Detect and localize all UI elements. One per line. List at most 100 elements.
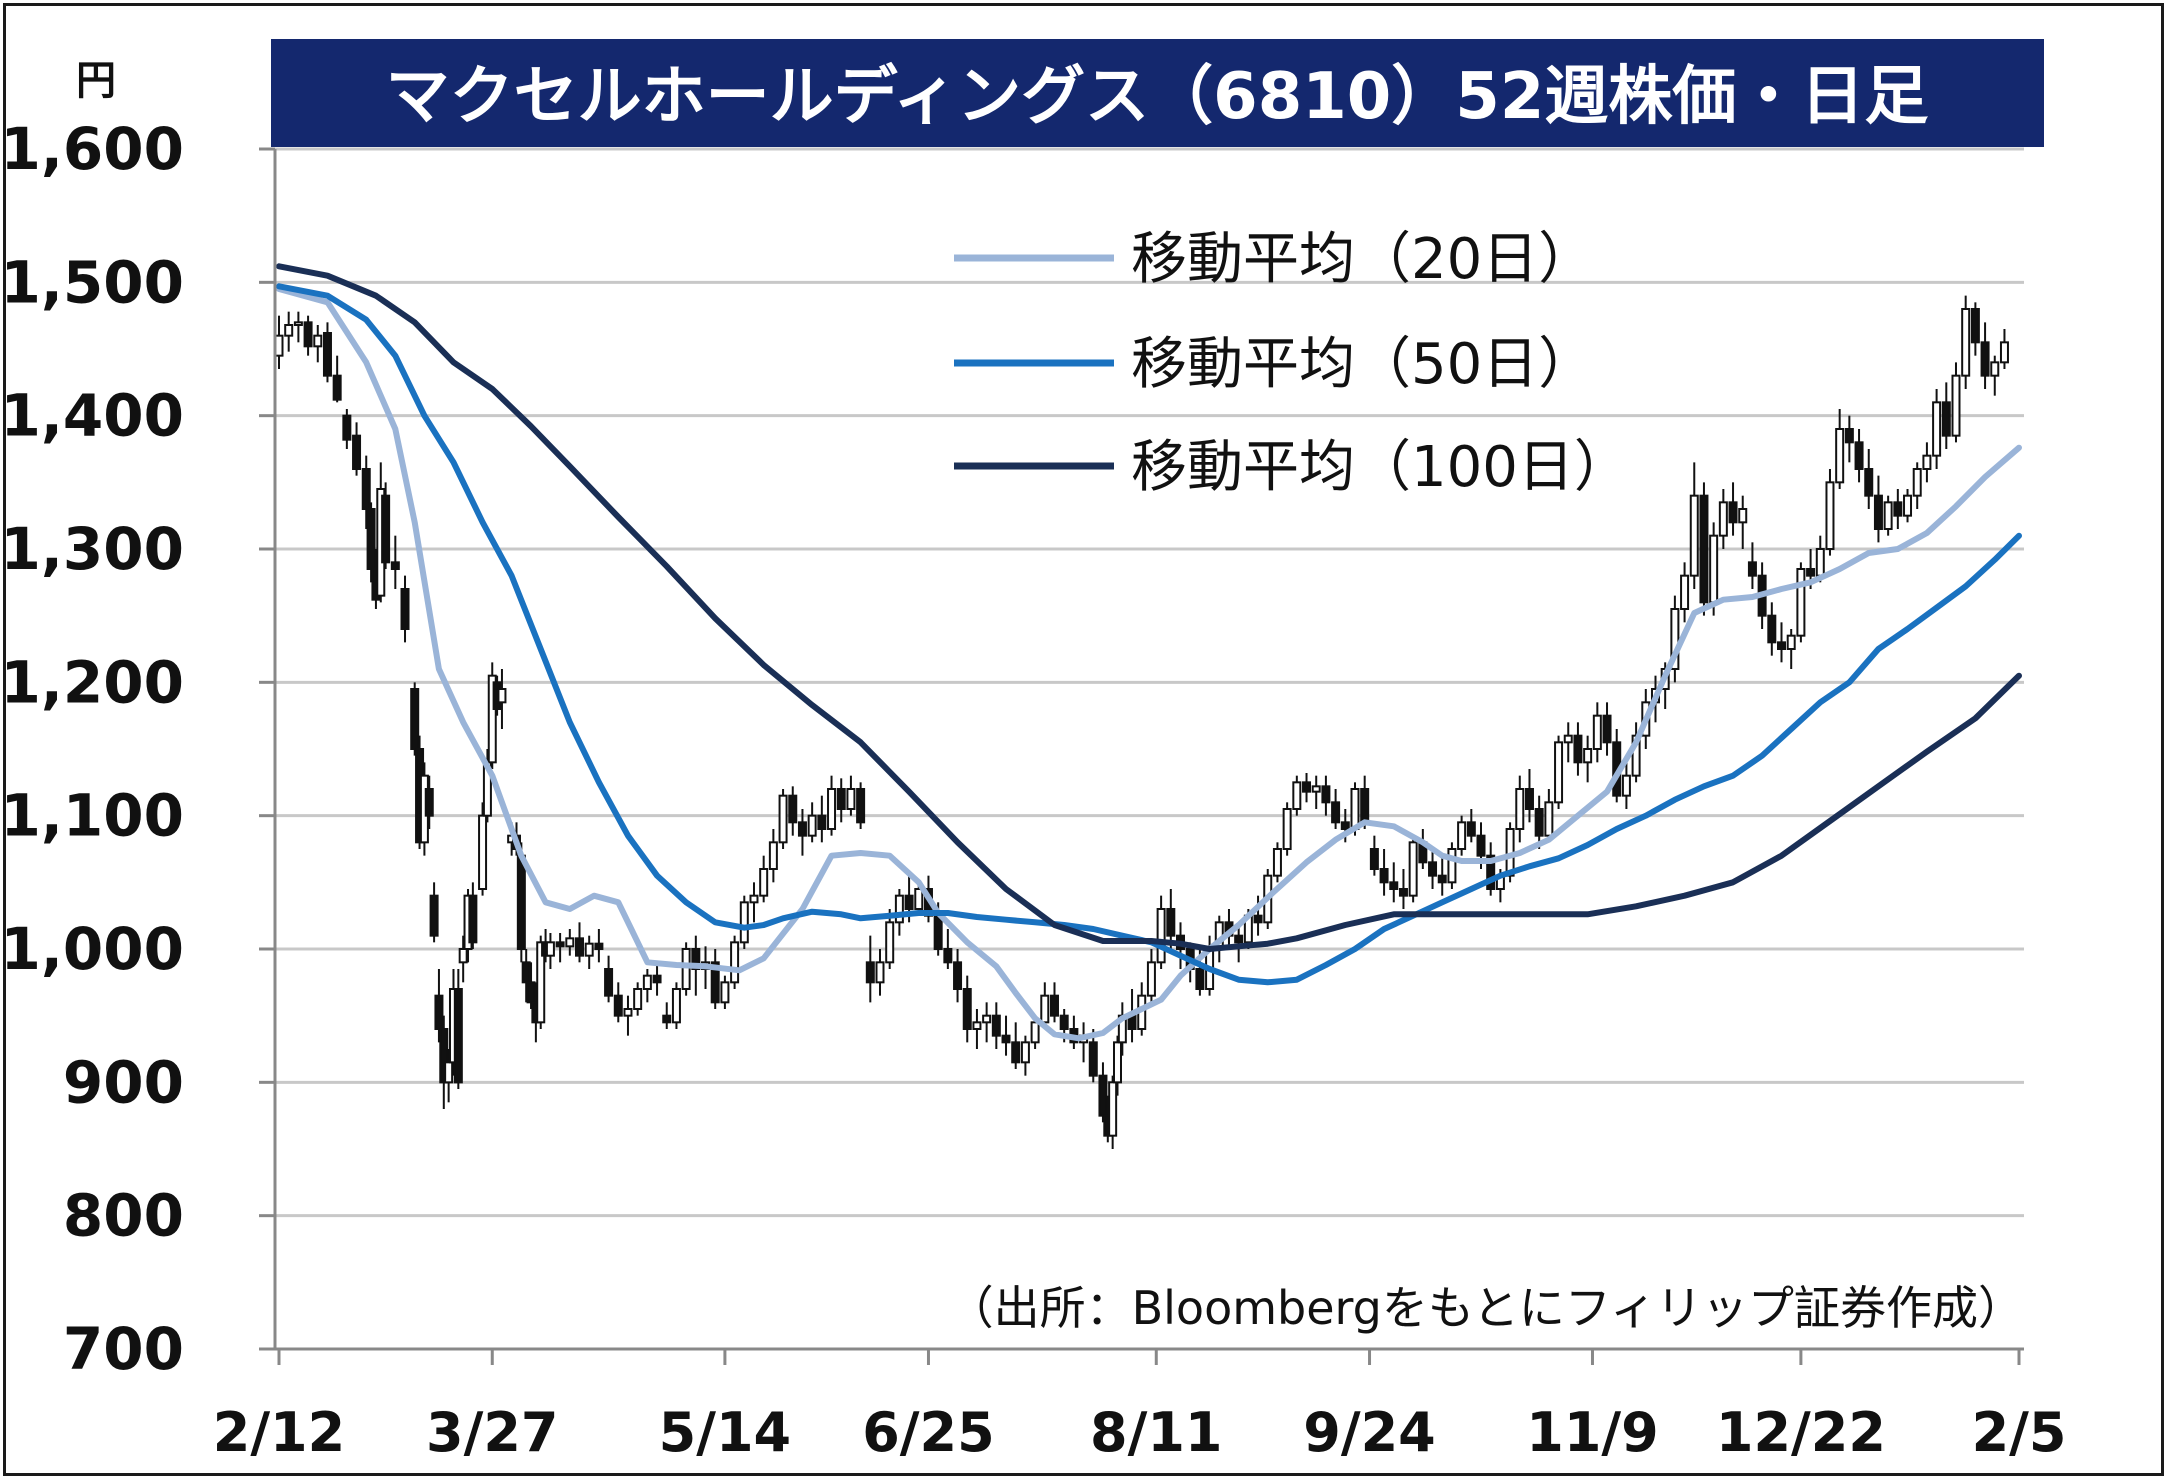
candle-body (1951, 374, 1961, 437)
candle-body (1108, 1081, 1118, 1137)
candle-body (1389, 881, 1399, 890)
candle-body (943, 948, 953, 964)
candle-body (1854, 441, 1864, 471)
candle-body (1544, 801, 1554, 837)
y-tick-label: 1,300 (6, 515, 184, 583)
candle-body (410, 688, 420, 750)
y-tick-label: 900 (63, 1048, 184, 1116)
candle-body (342, 414, 352, 441)
candle-body (710, 961, 720, 1004)
candle-body (1088, 1041, 1098, 1077)
candle-body (817, 814, 827, 831)
axes-layer: 1,600 1,500 1,400 1,300 1,200 1,100 1,000 900 80… (6, 115, 2066, 1464)
x-tick-label: 5/14 (659, 1401, 791, 1464)
candle-body (1156, 908, 1166, 964)
candle-body (633, 988, 643, 1010)
candle-layer (274, 295, 2009, 1149)
candle-body (1146, 961, 1156, 997)
candle-body (991, 1014, 1001, 1037)
candle-body (1302, 781, 1312, 793)
series-line-ma100 (276, 263, 2022, 952)
x-tick-label: 3/27 (426, 1401, 558, 1464)
legend-label-ma100: 移動平均（100日） (1131, 435, 1630, 500)
candle-body (1253, 914, 1263, 924)
candle-body (521, 961, 531, 984)
candle-body (381, 494, 391, 564)
legend-label-ma20: 移動平均（20日） (1131, 227, 1594, 292)
grid-layer (275, 147, 2024, 1218)
source-note: （出所：Bloombergをもとにフィリップ証券作成） (948, 1281, 2024, 1335)
candle-body (1602, 714, 1612, 744)
candle-body (1999, 341, 2009, 364)
candle-body (536, 941, 546, 1024)
candle-body (1369, 848, 1379, 870)
candle-body (914, 888, 924, 910)
candle-body (303, 321, 313, 348)
candle-body (875, 961, 885, 984)
candle-body (962, 988, 972, 1030)
candle-body (1670, 608, 1680, 670)
candle-body (1621, 774, 1631, 797)
y-tick-label: 700 (63, 1315, 184, 1383)
candle-body (1922, 454, 1932, 470)
candle-body (1718, 501, 1728, 537)
candle-body (1777, 641, 1787, 650)
candle-body (720, 981, 730, 1004)
candle-body (1272, 848, 1282, 877)
candle-body (613, 994, 623, 1017)
candle-body (1340, 821, 1350, 830)
x-tick-label: 2/5 (1972, 1401, 2067, 1464)
candle-body (1709, 534, 1719, 604)
candle-body (856, 788, 866, 824)
candle-body (1486, 854, 1496, 891)
candle-body (1292, 781, 1302, 810)
candle-body (1040, 994, 1050, 1024)
x-tick-label: 11/9 (1526, 1401, 1658, 1464)
candle-body (1166, 908, 1176, 937)
candle-body (1970, 308, 1980, 344)
chart-title: マクセルホールディングス（6810）52週株価・日足 (386, 60, 1929, 134)
candle-body (1282, 808, 1292, 850)
y-axis-unit: 円 (76, 58, 116, 104)
candle-body (1524, 788, 1534, 810)
candle-body (836, 788, 846, 810)
candle-body (1195, 968, 1205, 990)
candle-body (894, 894, 904, 924)
candle-body (1941, 401, 1951, 437)
candle-body (681, 948, 691, 990)
candle-body (361, 468, 371, 510)
candle-body (453, 988, 463, 1084)
candle-body (478, 814, 488, 891)
candle-body (642, 974, 652, 991)
candle-body (1864, 468, 1874, 497)
y-tick-label: 1,000 (6, 915, 184, 983)
candle-body (1728, 501, 1738, 524)
candle-body (846, 788, 856, 810)
candle-body (1331, 801, 1341, 824)
candle-body (1767, 614, 1777, 644)
candle-body (313, 334, 323, 348)
candle-body (662, 1014, 672, 1024)
candle-body (1592, 714, 1602, 751)
candle-body (1815, 548, 1825, 577)
candle-body (444, 1061, 454, 1084)
candle-body (1001, 1034, 1011, 1044)
candle-body (575, 937, 585, 957)
candle-body (424, 788, 434, 817)
candle-body (565, 937, 575, 948)
candle-body (1912, 468, 1922, 497)
candle-body (468, 894, 478, 944)
candle-body (691, 948, 701, 970)
candle-body (1437, 874, 1447, 884)
candle-body (1844, 428, 1854, 444)
candle-body (1825, 481, 1835, 551)
candle-body (1350, 788, 1360, 830)
candle-body (1554, 741, 1564, 804)
candle-body (1020, 1041, 1030, 1064)
candle-body (749, 894, 759, 904)
candle-body (904, 894, 914, 911)
candle-body (797, 821, 807, 837)
candle-body (1573, 734, 1583, 764)
candle-body (1030, 1021, 1040, 1044)
candle-body (623, 1008, 633, 1017)
